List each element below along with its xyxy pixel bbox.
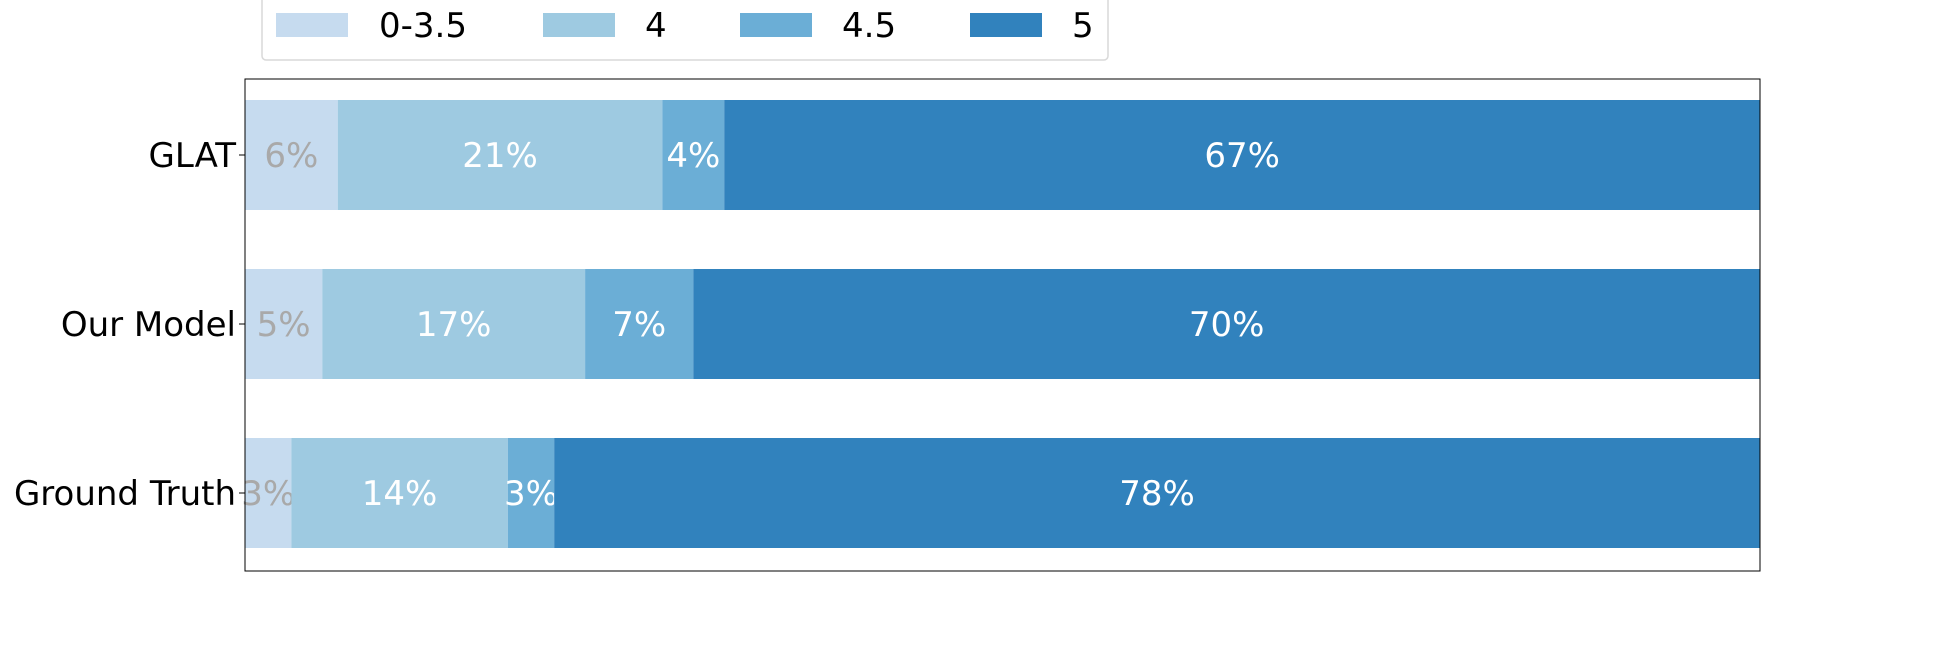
bar-segment (245, 100, 338, 210)
data-label: 78% (1119, 474, 1195, 514)
data-label: 67% (1204, 136, 1280, 176)
data-label: 3% (504, 474, 558, 514)
data-label: 7% (612, 305, 666, 345)
bar-segment (245, 269, 323, 379)
data-label: 6% (264, 136, 318, 176)
bars: 6% 21% 4% 67% 5% 17% 7% 70% 3% 14% 3% 78% (241, 100, 1761, 548)
data-label: 3% (241, 474, 295, 514)
legend-box (261, 0, 1109, 61)
category-axis: GLAT Our Model Ground Truth (14, 136, 245, 514)
data-label: 5% (257, 305, 311, 345)
data-label: 21% (462, 136, 538, 176)
y-tick-label: Ground Truth (14, 474, 236, 514)
bar-segment (724, 100, 1761, 210)
legend-swatch (740, 13, 812, 37)
plot-frame (244, 78, 1761, 572)
data-label: 70% (1189, 305, 1265, 345)
data-label: 14% (362, 474, 438, 514)
bar-segment (245, 438, 292, 548)
legend-swatch (543, 13, 615, 37)
bar-segment (662, 100, 725, 210)
bar-segment (693, 269, 1760, 379)
legend: 0-3.5 4 4.5 5 (261, 0, 1109, 61)
y-tick-label: Our Model (61, 305, 236, 345)
legend-swatch (276, 13, 348, 37)
legend-label: 4.5 (842, 6, 896, 46)
bar-segment (507, 438, 555, 548)
bar-segment (585, 269, 694, 379)
legend-label: 4 (645, 6, 667, 46)
data-label: 4% (666, 136, 720, 176)
data-label: 17% (416, 305, 492, 345)
legend-swatch (970, 13, 1042, 37)
bar-segment (337, 100, 663, 210)
bar-segment (554, 438, 1761, 548)
legend-label: 5 (1072, 6, 1094, 46)
bar-segment (322, 269, 586, 379)
bar-segment (291, 438, 508, 548)
y-tick-label: GLAT (149, 136, 237, 176)
legend-label: 0-3.5 (379, 6, 467, 46)
